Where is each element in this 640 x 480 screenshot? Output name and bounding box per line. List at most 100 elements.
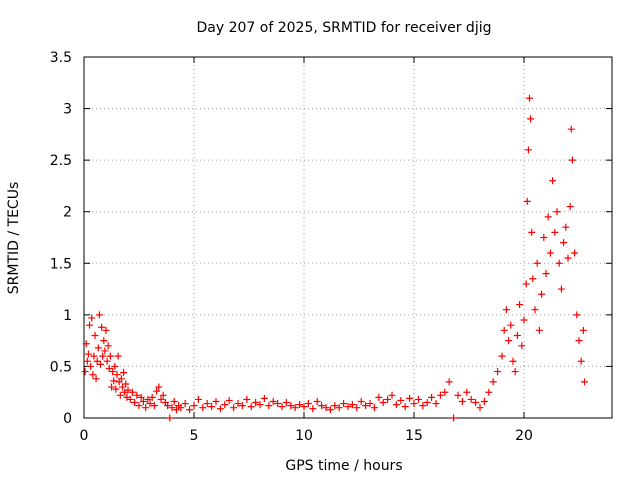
data-point bbox=[110, 377, 118, 385]
data-point bbox=[362, 402, 370, 410]
data-point bbox=[340, 400, 348, 408]
data-point bbox=[247, 403, 255, 411]
data-point bbox=[105, 364, 113, 372]
data-point bbox=[476, 404, 484, 412]
x-tick-label: 5 bbox=[190, 428, 199, 444]
data-point bbox=[410, 400, 418, 408]
data-point bbox=[170, 397, 178, 405]
data-point bbox=[357, 397, 365, 405]
data-point bbox=[114, 352, 122, 360]
data-point bbox=[538, 290, 546, 298]
y-tick-label: 2 bbox=[63, 205, 72, 221]
data-point bbox=[370, 404, 378, 412]
data-point bbox=[106, 352, 114, 360]
data-point bbox=[406, 394, 414, 402]
data-point bbox=[186, 406, 194, 414]
data-point bbox=[505, 337, 513, 345]
data-point bbox=[282, 399, 290, 407]
data-point bbox=[153, 387, 161, 395]
data-point bbox=[111, 362, 119, 370]
x-tick-label: 20 bbox=[515, 428, 533, 444]
chart-title: Day 207 of 2025, SRMTID for receiver dji… bbox=[197, 20, 492, 36]
data-point bbox=[485, 388, 493, 396]
data-point bbox=[104, 342, 112, 350]
data-point bbox=[520, 316, 528, 324]
data-point bbox=[562, 223, 570, 231]
data-point bbox=[527, 115, 535, 123]
axis-ticks: 0 5 10 15 20 0 0.5 1 1.5 2 2.5 3 3.5 bbox=[50, 50, 612, 444]
y-tick-label: 1 bbox=[63, 308, 72, 324]
data-point bbox=[436, 391, 444, 399]
x-tick-label: 10 bbox=[295, 428, 313, 444]
data-point bbox=[101, 347, 109, 355]
data-point bbox=[287, 402, 295, 410]
data-point bbox=[458, 397, 466, 405]
data-point bbox=[529, 275, 537, 283]
data-point bbox=[544, 213, 552, 221]
data-point bbox=[260, 394, 268, 402]
data-point bbox=[208, 403, 216, 411]
data-point bbox=[523, 197, 531, 205]
data-point bbox=[155, 383, 163, 391]
data-point bbox=[88, 314, 96, 322]
data-point bbox=[322, 404, 330, 412]
data-point bbox=[566, 203, 574, 211]
data-point bbox=[139, 397, 147, 405]
data-point bbox=[194, 395, 202, 403]
data-point bbox=[526, 94, 533, 102]
data-point bbox=[560, 239, 568, 247]
data-point bbox=[494, 368, 502, 376]
data-point bbox=[549, 177, 557, 185]
data-point bbox=[86, 321, 93, 329]
data-point bbox=[137, 393, 145, 401]
data-point bbox=[225, 396, 233, 404]
data-point bbox=[472, 399, 480, 407]
data-point bbox=[571, 249, 579, 257]
data-point bbox=[531, 306, 539, 314]
data-point bbox=[463, 388, 471, 396]
data-point bbox=[131, 399, 139, 407]
data-point bbox=[428, 393, 436, 401]
data-point bbox=[274, 400, 282, 408]
y-axis-label: SRMTID / TECUs bbox=[6, 182, 22, 295]
data-point bbox=[199, 404, 207, 412]
data-point bbox=[573, 311, 581, 319]
y-tick-label: 2.5 bbox=[50, 153, 72, 169]
data-point bbox=[441, 388, 449, 396]
data-point bbox=[164, 402, 172, 410]
data-point bbox=[524, 146, 532, 154]
data-point bbox=[109, 368, 117, 376]
data-point bbox=[489, 378, 497, 386]
data-point bbox=[135, 402, 143, 410]
data-point bbox=[181, 400, 189, 408]
data-point bbox=[89, 371, 97, 379]
data-point bbox=[557, 285, 565, 293]
data-point bbox=[93, 357, 101, 365]
data-point bbox=[87, 362, 95, 370]
data-point bbox=[120, 369, 128, 377]
data-point bbox=[397, 396, 405, 404]
data-point bbox=[98, 323, 106, 331]
data-point bbox=[256, 401, 264, 409]
data-point bbox=[144, 395, 152, 403]
data-point bbox=[384, 395, 392, 403]
data-point bbox=[581, 378, 588, 386]
data-point bbox=[108, 383, 115, 391]
data-point bbox=[238, 402, 246, 410]
data-point bbox=[423, 399, 431, 407]
data-point bbox=[92, 375, 100, 383]
data-point bbox=[150, 402, 158, 410]
data-point bbox=[502, 306, 510, 314]
data-point bbox=[511, 368, 519, 376]
data-point bbox=[516, 301, 524, 309]
data-point bbox=[553, 208, 561, 216]
data-point bbox=[126, 395, 134, 403]
data-point bbox=[116, 391, 124, 399]
data-point bbox=[304, 400, 312, 408]
data-point bbox=[313, 397, 321, 405]
data-point bbox=[318, 402, 326, 410]
data-point bbox=[564, 254, 572, 262]
y-tick-label: 0.5 bbox=[50, 359, 72, 375]
data-point bbox=[414, 395, 422, 403]
